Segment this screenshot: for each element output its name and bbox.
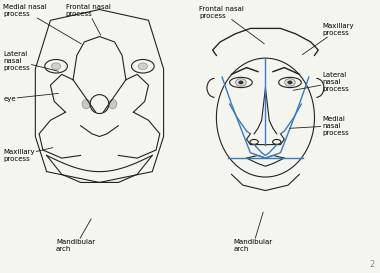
Text: Medial nasal
process: Medial nasal process (3, 4, 81, 44)
Ellipse shape (138, 63, 147, 70)
Text: Frontal nasal
process: Frontal nasal process (65, 4, 111, 35)
Text: Maxillary
process: Maxillary process (302, 23, 354, 55)
Ellipse shape (109, 99, 117, 109)
Text: 2: 2 (370, 260, 375, 269)
Text: Medial
nasal
process: Medial nasal process (290, 116, 349, 136)
Ellipse shape (288, 81, 292, 84)
Text: Lateral
nasal
process: Lateral nasal process (293, 72, 349, 93)
Text: Maxillary
process: Maxillary process (3, 148, 53, 162)
Ellipse shape (285, 79, 295, 86)
Text: Mandibular
arch: Mandibular arch (233, 212, 272, 253)
Text: Frontal nasal
process: Frontal nasal process (200, 6, 264, 44)
Text: Lateral
nasal
process: Lateral nasal process (3, 51, 59, 71)
Text: Mandibular
arch: Mandibular arch (56, 219, 95, 253)
Ellipse shape (51, 63, 61, 70)
Ellipse shape (82, 99, 90, 109)
Ellipse shape (239, 81, 243, 84)
Ellipse shape (236, 79, 246, 86)
Text: eye: eye (3, 93, 59, 102)
